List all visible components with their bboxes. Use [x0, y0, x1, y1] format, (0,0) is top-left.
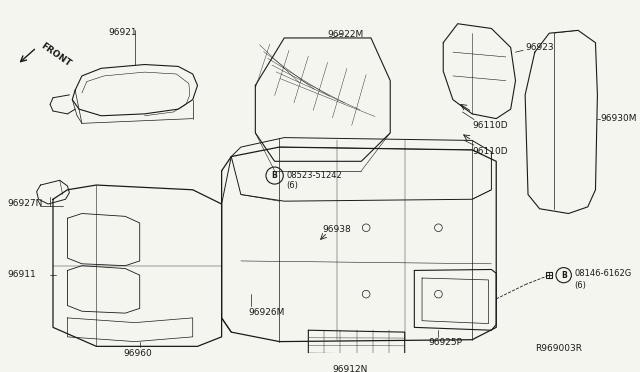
Text: 96110D: 96110D [472, 147, 508, 156]
Text: 96922M: 96922M [328, 31, 364, 39]
Text: 96938: 96938 [323, 225, 351, 234]
Text: (6): (6) [574, 281, 586, 290]
Text: 96926M: 96926M [248, 308, 285, 317]
Text: 96925P: 96925P [429, 338, 463, 347]
Text: 96110D: 96110D [472, 122, 508, 131]
Text: B: B [272, 171, 278, 180]
Text: 96923: 96923 [525, 43, 554, 52]
Text: 96921: 96921 [108, 29, 136, 38]
Text: (6): (6) [286, 181, 298, 190]
Text: B: B [561, 271, 566, 280]
Text: 08146-6162G: 08146-6162G [574, 269, 632, 279]
Text: 96960: 96960 [124, 349, 152, 358]
Text: 96927N: 96927N [8, 199, 43, 208]
Text: 08523-51242: 08523-51242 [286, 171, 342, 180]
Text: 96930M: 96930M [600, 114, 637, 123]
Text: FRONT: FRONT [38, 42, 72, 69]
Text: 96912N: 96912N [332, 365, 368, 372]
Text: 96911: 96911 [8, 270, 36, 279]
Text: R969003R: R969003R [535, 343, 582, 353]
